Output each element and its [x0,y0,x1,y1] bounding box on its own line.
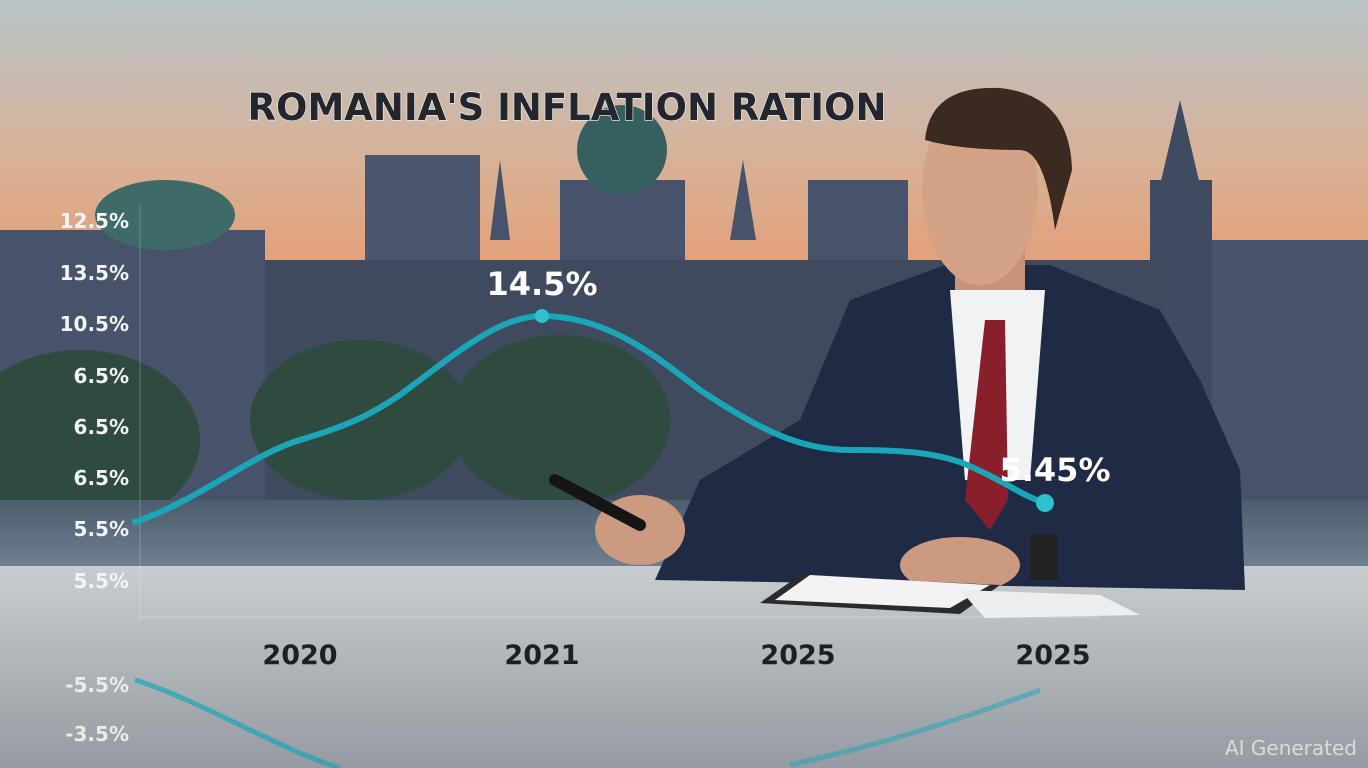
annotation: 5.45% [999,451,1110,489]
spire [730,160,756,240]
table [0,566,1368,768]
spire [490,160,510,240]
watermark: AI Generated [1225,736,1357,760]
chart-overlay [132,205,1100,768]
watch [1030,535,1058,580]
spire [1160,100,1200,185]
y-label: 13.5% [60,261,129,285]
trend-reflection [134,677,341,768]
dome [577,105,667,195]
presenter [549,87,1245,618]
y-label: 6.5% [74,466,129,490]
paper [775,575,990,608]
point [1036,494,1054,512]
x-axis-labels: 2020 2021 2025 2025 [262,640,1090,671]
hair [925,87,1072,231]
y-label: -3.5% [65,722,129,746]
trend-reflection [789,687,1041,768]
x-label: 2020 [262,640,337,671]
annotation: 14.5% [486,265,597,303]
y-label: 12.5% [60,209,129,233]
x-label: 2025 [1015,640,1090,671]
x-label: 2021 [504,640,579,671]
pen [549,474,646,531]
tree [0,350,200,530]
tree [450,335,670,505]
y-label: 6.5% [74,364,129,388]
point [535,309,549,323]
y-label: -5.5% [65,673,129,697]
paper [960,590,1140,618]
hand [900,537,1020,593]
title: ROMANIA'S INFLATION RATION [248,86,887,129]
y-axis-labels: 12.5% 13.5% 10.5% 6.5% 6.5% 6.5% 5.5% 5.… [60,209,129,746]
dome [95,180,235,250]
y-label: 5.5% [74,517,129,541]
y-label: 10.5% [60,312,129,336]
y-label: 5.5% [74,569,129,593]
x-label: 2025 [760,640,835,671]
trend-line [132,312,1048,525]
y-label: 6.5% [74,415,129,439]
suit [655,265,1245,590]
